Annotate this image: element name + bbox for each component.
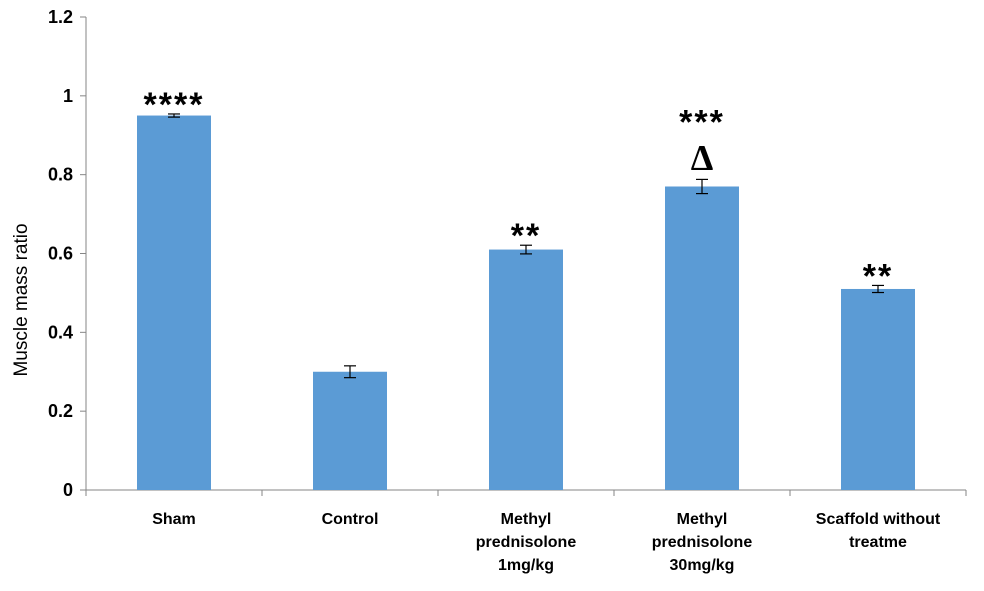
x-category-label: Sham bbox=[152, 511, 196, 528]
significance-stars: *** bbox=[679, 103, 725, 141]
error-bar bbox=[168, 113, 180, 118]
error-bar bbox=[872, 284, 884, 294]
y-tick-label: 0.8 bbox=[48, 165, 73, 185]
x-category-label: Scaffold without treatme bbox=[816, 511, 941, 551]
bar bbox=[489, 249, 563, 490]
x-category-label-line: treatme bbox=[849, 534, 907, 551]
x-category-label: Methyl prednisolone 1mg/kg bbox=[476, 511, 577, 574]
y-tick-label: 0.6 bbox=[48, 244, 73, 264]
x-category-label: Control bbox=[322, 511, 379, 528]
x-category-label-line: prednisolone bbox=[476, 534, 577, 551]
error-bar bbox=[344, 365, 356, 379]
x-category-label-line: Methyl bbox=[501, 511, 552, 528]
y-tick-label: 1 bbox=[63, 86, 73, 106]
y-tick-label: 0.4 bbox=[48, 322, 73, 342]
bar bbox=[665, 186, 739, 490]
y-axis-title: Muscle mass ratio bbox=[11, 223, 32, 376]
bars bbox=[137, 115, 915, 491]
delta-mark: Δ bbox=[691, 137, 714, 177]
significance-stars: **** bbox=[144, 86, 205, 124]
y-tick-label: 0 bbox=[63, 480, 73, 500]
x-category-label-line: Scaffold without bbox=[816, 511, 941, 528]
error-bar bbox=[696, 178, 708, 195]
bar bbox=[841, 288, 915, 490]
x-category-label-line: 1mg/kg bbox=[498, 557, 554, 574]
bar bbox=[313, 371, 387, 490]
x-category-label-line: Methyl bbox=[677, 511, 728, 528]
x-category-label-line: prednisolone bbox=[652, 534, 753, 551]
x-category-label-line: Sham bbox=[152, 511, 196, 528]
y-tick-label: 0.2 bbox=[48, 401, 73, 421]
error-bar bbox=[520, 244, 532, 255]
x-category-labels: Sham Control Methyl prednisolone 1mg/kgMethy… bbox=[152, 511, 941, 574]
bar bbox=[137, 115, 211, 491]
significance-marks: ******Δ***** bbox=[144, 86, 893, 295]
y-tick-label: 1.2 bbox=[48, 7, 73, 27]
y-ticks: 0 0.2 0.4 0.6 0.8 1 1.2 bbox=[48, 7, 86, 500]
x-category-label: Methyl prednisolone 30mg/kg bbox=[652, 511, 753, 574]
x-category-label-line: 30mg/kg bbox=[670, 557, 735, 574]
error-bars bbox=[168, 113, 884, 379]
x-category-label-line: Control bbox=[322, 511, 379, 528]
significance-stars: ** bbox=[511, 217, 541, 255]
significance-stars: ** bbox=[863, 257, 893, 295]
